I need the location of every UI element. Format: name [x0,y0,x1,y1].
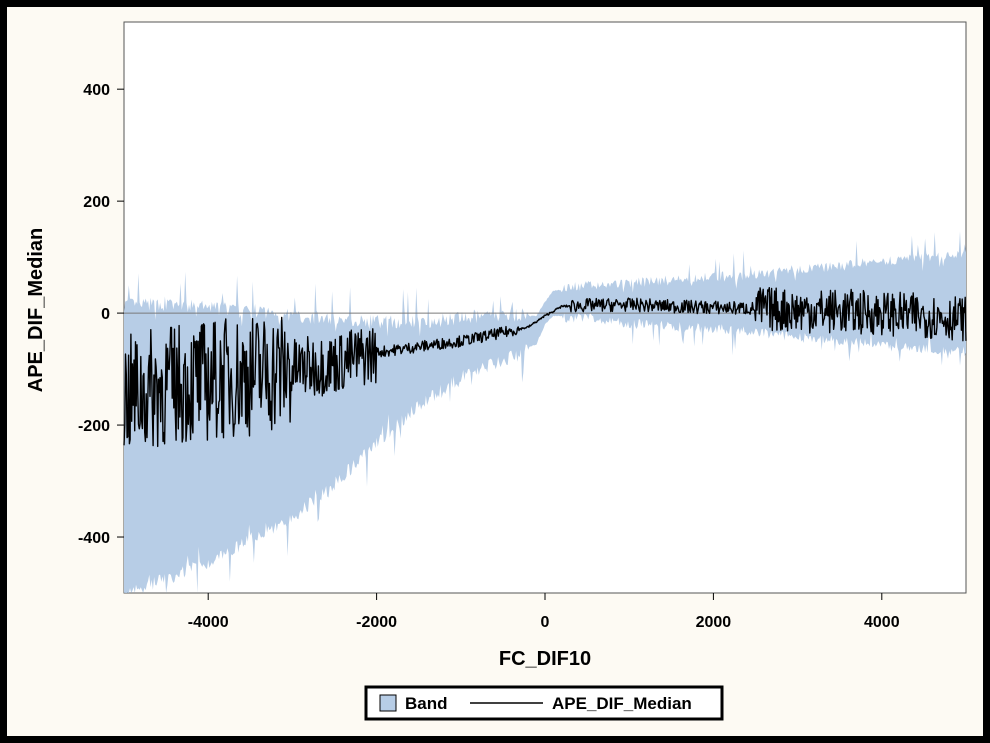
y-axis-label: APE_DIF_Median [25,228,47,392]
y-tick-label: 200 [83,194,110,211]
x-axis-label: FC_DIF10 [499,648,591,670]
median-line [123,287,967,448]
y-tick-label: 400 [83,82,110,99]
legend: Band APE_DIF_Median [364,685,724,721]
y-tick-label: 0 [101,306,110,323]
x-tick-label: -4000 [188,614,229,631]
x-tick-label: 4000 [864,614,900,631]
legend-band-swatch [379,694,397,712]
y-tick-label: -400 [78,530,110,547]
band-area [124,231,966,593]
x-tick-label: -2000 [356,614,397,631]
band-layer [124,231,966,593]
legend-line-label: APE_DIF_Median [552,694,692,713]
legend-band-label: Band [405,694,448,713]
x-axis: -4000 -2000 0 2000 4000 [188,593,900,631]
median-line-layer [123,287,967,448]
y-tick-label: -200 [78,418,110,435]
x-tick-label: 0 [541,614,550,631]
y-axis: -400 -200 0 200 400 [78,82,124,547]
legend-box [364,685,724,721]
x-tick-label: 2000 [696,614,732,631]
